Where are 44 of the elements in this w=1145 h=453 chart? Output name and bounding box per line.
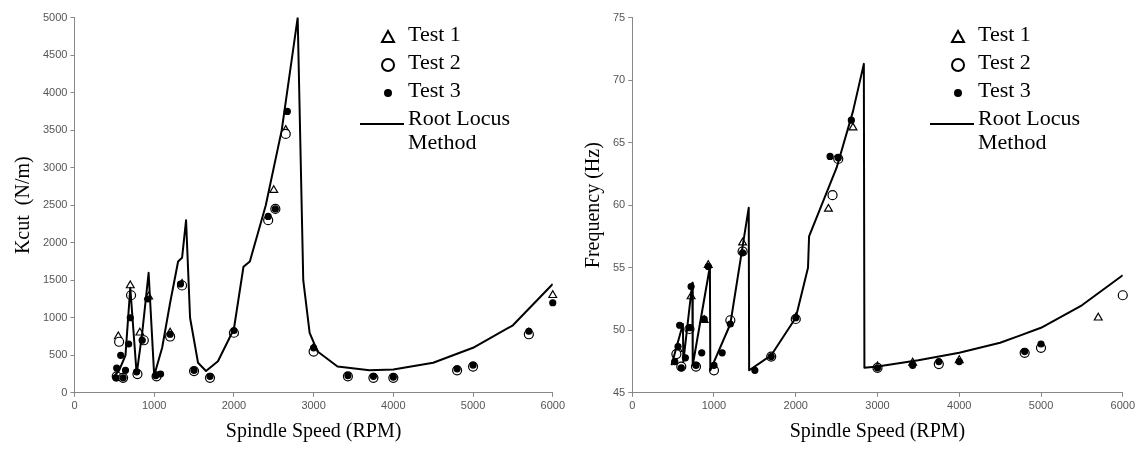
- x-tick-label: 3000: [865, 399, 890, 412]
- y-tick-label: 65: [612, 135, 626, 148]
- y-tick-label: 1500: [42, 273, 68, 286]
- y-tick-label: 4500: [42, 48, 68, 61]
- y-tick-label: 4000: [42, 85, 68, 98]
- legend-label: Test 1: [978, 21, 1032, 46]
- legend-label: Test 2: [978, 49, 1032, 74]
- y-tick-label: 3500: [42, 123, 68, 136]
- legend-label: Test 1: [408, 21, 462, 46]
- x-tick-label: 4000: [947, 399, 972, 412]
- y-tick-label: 2500: [42, 198, 68, 211]
- y-tick-label: 60: [612, 198, 626, 211]
- legend-label: Root Locus Method: [408, 105, 512, 154]
- x-tick-label: 5000: [1028, 399, 1054, 412]
- legend-label: Root Locus Method: [978, 105, 1082, 154]
- legend-label: Test 3: [408, 77, 462, 102]
- x-tick-label: 6000: [540, 399, 566, 412]
- legend-label: Test 3: [978, 77, 1032, 102]
- x-axis-title: Spindle Speed (RPM): [225, 419, 402, 443]
- x-tick-label: 3000: [301, 399, 326, 412]
- x-tick-label: 5000: [460, 399, 486, 412]
- y-tick-label: 3000: [42, 160, 68, 173]
- y-tick-label: 75: [612, 10, 626, 23]
- x-tick-label: 0: [629, 399, 636, 412]
- x-tick-label: 4000: [381, 399, 406, 412]
- y-tick-label: 2000: [42, 235, 68, 248]
- y-tick-label: 50: [612, 323, 626, 336]
- x-tick-label: 0: [71, 399, 78, 412]
- x-tick-label: 1000: [141, 399, 167, 412]
- y-tick-label: 5000: [42, 10, 68, 23]
- y-tick-label: 45: [612, 385, 626, 398]
- y-tick-label: 500: [49, 348, 68, 361]
- x-tick-label: 2000: [221, 399, 247, 412]
- y-axis-title: Kcut (N/m): [11, 156, 35, 255]
- y-tick-label: 55: [612, 260, 626, 273]
- x-tick-label: 2000: [783, 399, 808, 412]
- x-axis-title: Spindle Speed (RPM): [789, 419, 966, 443]
- y-tick-label: 1000: [42, 310, 68, 323]
- legend-label: Test 2: [408, 49, 462, 74]
- y-tick-label: 0: [61, 385, 68, 398]
- y-tick-label: 70: [612, 73, 626, 86]
- x-tick-label: 1000: [701, 399, 727, 412]
- x-tick-label: 6000: [1110, 399, 1136, 412]
- y-axis-title: Frequency (Hz): [581, 142, 605, 269]
